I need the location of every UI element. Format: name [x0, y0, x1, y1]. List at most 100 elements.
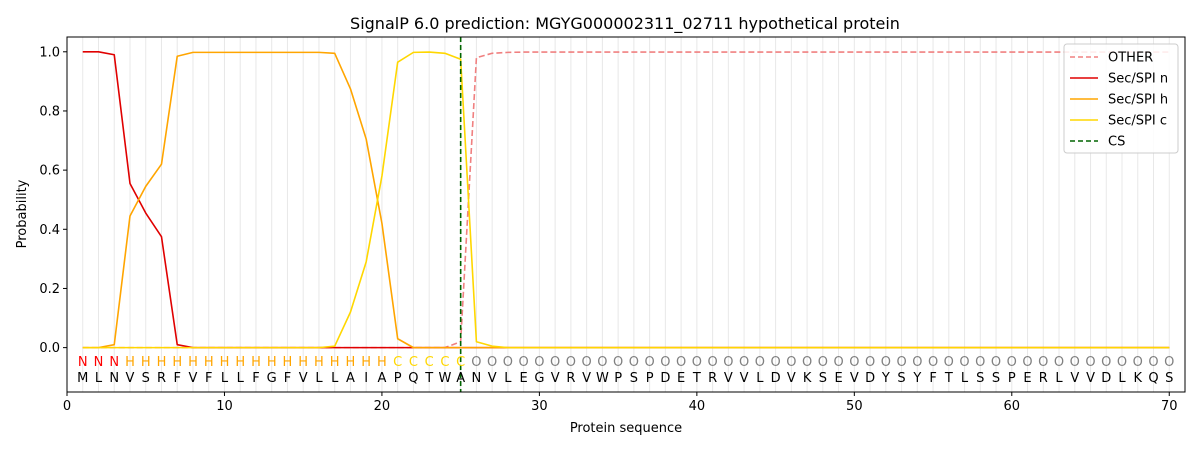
region-label: O	[566, 355, 576, 370]
region-label: O	[629, 355, 639, 370]
region-label: O	[896, 355, 906, 370]
region-label: O	[865, 355, 875, 370]
sequence-letter: R	[566, 371, 575, 386]
sequence-letter: Y	[912, 371, 921, 386]
x-tick-label: 40	[689, 399, 706, 414]
sequence-letter: Q	[408, 371, 418, 386]
region-label: O	[582, 355, 592, 370]
sequence-letter: W	[596, 371, 609, 386]
sequence-letter: I	[364, 371, 368, 386]
sequence-letter: F	[252, 371, 259, 386]
sequence-letter: G	[267, 371, 277, 386]
region-label: O	[534, 355, 544, 370]
region-label: O	[1133, 355, 1143, 370]
region-label: H	[361, 355, 371, 370]
sequence-letter: V	[740, 371, 749, 386]
region-label: O	[770, 355, 780, 370]
chart-title: SignalP 6.0 prediction: MGYG000002311_02…	[350, 14, 900, 34]
x-tick-label: 0	[63, 399, 71, 414]
region-label: H	[314, 355, 324, 370]
y-axis-ticks: 0.0 0.2 0.4 0.6 0.8 1.0	[39, 45, 67, 356]
region-label: H	[330, 355, 340, 370]
region-label: O	[1038, 355, 1048, 370]
region-label: H	[204, 355, 214, 370]
region-label: O	[723, 355, 733, 370]
region-label: H	[188, 355, 198, 370]
region-label: O	[471, 355, 481, 370]
sequence-letter: Q	[1148, 371, 1158, 386]
sequence-letter: P	[614, 371, 622, 386]
region-label: H	[251, 355, 261, 370]
sequence-letter: E	[520, 371, 528, 386]
region-label: H	[220, 355, 230, 370]
sequence-letter: V	[1086, 371, 1095, 386]
sequence-letter: L	[315, 371, 323, 386]
region-label: O	[660, 355, 670, 370]
sequence-letter: S	[630, 371, 638, 386]
sequence-letter: P	[1008, 371, 1016, 386]
sequence-letter: L	[221, 371, 229, 386]
region-label: O	[991, 355, 1001, 370]
sequence-letter: L	[504, 371, 512, 386]
region-label: C	[409, 355, 418, 370]
sequence-letter: T	[424, 371, 433, 386]
region-label: H	[377, 355, 387, 370]
y-tick-label: 0.8	[39, 104, 60, 119]
y-axis-label: Probability	[15, 179, 30, 248]
y-tick-label: 0.0	[39, 341, 60, 356]
sequence-letter: F	[173, 371, 180, 386]
legend-entry: OTHER	[1108, 51, 1153, 66]
plot-frame	[66, 36, 1186, 393]
sequence-letter: S	[976, 371, 984, 386]
region-label: C	[456, 355, 465, 370]
region-label: O	[928, 355, 938, 370]
region-label: O	[707, 355, 717, 370]
sequence-letter: R	[1039, 371, 1048, 386]
region-label: O	[739, 355, 749, 370]
region-label: O	[1101, 355, 1111, 370]
sequence-letter: S	[819, 371, 827, 386]
sequence-letter: S	[1165, 371, 1173, 386]
sequence-letter: V	[724, 371, 733, 386]
sequence-letter: L	[331, 371, 339, 386]
y-tick-label: 1.0	[39, 45, 60, 60]
region-label: O	[1007, 355, 1017, 370]
x-tick-label: 20	[374, 399, 391, 414]
sequence-letter: D	[1101, 371, 1111, 386]
sequence-letter: D	[771, 371, 781, 386]
y-tick-label: 0.4	[39, 223, 60, 238]
region-label: O	[1085, 355, 1095, 370]
region-label: O	[786, 355, 796, 370]
sequence-letter: E	[677, 371, 685, 386]
sequence-letter: K	[803, 371, 812, 386]
legend-entry: Sec/SPI n	[1108, 72, 1168, 87]
x-tick-label: 50	[846, 399, 863, 414]
legend-entry: CS	[1108, 135, 1125, 150]
sequence-letter: L	[1118, 371, 1126, 386]
sequence-letter: S	[897, 371, 905, 386]
sequence-letter: F	[284, 371, 291, 386]
sequence-letter: V	[189, 371, 198, 386]
legend: OTHER Sec/SPI n Sec/SPI h Sec/SPI c CS	[1063, 43, 1179, 154]
region-label: O	[1070, 355, 1080, 370]
region-label: O	[503, 355, 513, 370]
region-label: O	[1117, 355, 1127, 370]
region-label: C	[440, 355, 449, 370]
sequence-letter: W	[438, 371, 451, 386]
sequence-letter: L	[237, 371, 245, 386]
sequence-letter: V	[126, 371, 135, 386]
sequence-letter: A	[346, 371, 355, 386]
region-label: H	[346, 355, 356, 370]
sequence-letter: D	[660, 371, 670, 386]
region-label: H	[125, 355, 135, 370]
region-label: N	[94, 355, 104, 370]
sequence-letter: L	[1055, 371, 1063, 386]
sequence-letter: V	[582, 371, 591, 386]
region-label: O	[802, 355, 812, 370]
region-label: O	[975, 355, 985, 370]
region-label: O	[818, 355, 828, 370]
sequence-letter: D	[865, 371, 875, 386]
sequence-letter: S	[992, 371, 1000, 386]
region-label: O	[613, 355, 623, 370]
